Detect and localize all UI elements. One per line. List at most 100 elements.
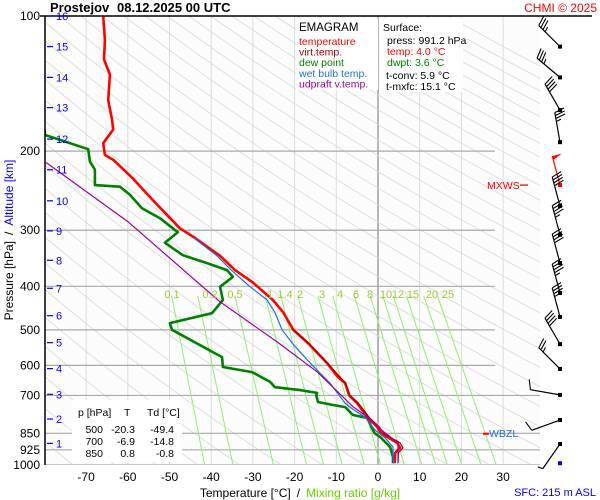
table-cell: 850: [85, 448, 103, 460]
y-axis-label-altitude: Altitude [km]: [2, 160, 16, 226]
legend-item: dew point: [299, 57, 344, 69]
x-tick-label: -50: [161, 470, 179, 484]
series-virt-temp: [292, 329, 404, 464]
surface-title: Surface:: [383, 22, 422, 34]
table-cell: 500: [85, 424, 103, 436]
barb-station-dot: [558, 183, 562, 188]
mixing-ratio-line: [392, 295, 448, 465]
barb-full: [553, 176, 563, 184]
surface-temp: temp: 4.0 °C: [387, 46, 446, 58]
barb-station-dot: [558, 442, 562, 447]
barb-half: [554, 293, 560, 298]
altitude-tick-label: 10: [56, 196, 68, 208]
barb-full: [552, 174, 563, 181]
mixing-ratio-label: 0.1: [164, 289, 179, 301]
pressure-tick-label: 925: [20, 443, 40, 457]
mixing-ratio-line: [297, 295, 343, 465]
barb-staff: [554, 112, 561, 143]
table-cell: -49.4: [150, 424, 174, 436]
barb-full: [553, 205, 563, 213]
pressure-tick-label: 500: [20, 323, 40, 337]
table-cell: 0.8: [120, 448, 135, 460]
altitude-tick-label: 6: [56, 311, 62, 323]
x-tick-label: 0: [375, 470, 382, 484]
dry-adiabat: [145, 16, 540, 263]
barb-full: [551, 282, 562, 289]
barb-full: [528, 379, 532, 390]
surface-tconv: t-conv: 5.9 °C: [386, 70, 450, 82]
dry-adiabat: [45, 40, 540, 368]
barb-full: [554, 236, 564, 244]
x-axis-label-mixing-ratio: Mixing ratio [g/kg]: [306, 486, 400, 500]
surface-tmxfc: t-mxfc: 15.1 °C: [386, 81, 456, 93]
barb-station-dot: [558, 140, 562, 145]
barb-staff: [538, 24, 561, 48]
barb-staff: [544, 317, 561, 345]
x-tick-label: -60: [119, 470, 137, 484]
mixing-ratio-line: [264, 295, 308, 465]
dry-adiabat: [45, 59, 540, 388]
barb-full: [555, 110, 565, 117]
barb-staff: [536, 57, 561, 78]
x-axis-sep: /: [297, 486, 301, 500]
barb-station-dot: [558, 314, 562, 319]
mixing-ratio-line: [382, 295, 437, 465]
pressure-tick-label: 400: [20, 279, 40, 293]
y-axis-title: Pressure [hPa] / Altitude [km]: [2, 160, 16, 321]
barb-full: [540, 18, 547, 28]
table-header-t: T: [124, 407, 131, 419]
altitude-tick-label: 5: [56, 338, 62, 350]
mixing-ratio-label: 1: [267, 289, 273, 301]
barb-half: [555, 272, 561, 277]
mixing-ratio-line: [436, 295, 497, 465]
barb-full: [551, 171, 562, 178]
mixing-ratio-label: 3: [319, 289, 325, 301]
table-header-td: Td [°C]: [147, 407, 180, 419]
mxws-marker: MXWS: [487, 180, 528, 192]
wind-barb: [551, 258, 564, 296]
barb-full: [546, 78, 555, 88]
dry-adiabat: [102, 16, 540, 296]
table-row: 700 -6.9 -14.8: [85, 436, 174, 448]
barb-full: [538, 338, 545, 348]
levels-table: p [hPa] T Td [°C] 500 -20.3 -49.4 700 -6…: [78, 407, 180, 460]
altitude-tick-label: 12: [56, 134, 68, 146]
barb-flag: [552, 153, 562, 160]
wind-barb: [554, 107, 566, 145]
pressure-tick-label: 850: [20, 426, 40, 440]
barb-half: [556, 118, 562, 122]
barb-staff: [551, 263, 561, 294]
altitude-tick-label: 11: [56, 165, 67, 177]
pressure-tick-label: 300: [20, 223, 40, 237]
barb-full: [525, 421, 533, 431]
barb-full: [554, 107, 565, 114]
dry-adiabat: [80, 16, 540, 314]
mixing-ratio-label: 10: [380, 289, 392, 301]
wind-barb: [558, 461, 562, 466]
mixing-ratio-line: [405, 295, 463, 465]
altitude-tick-label: 9: [56, 226, 62, 238]
dry-adiabat: [58, 16, 540, 331]
barb-staff: [530, 389, 561, 396]
barb-station-dot: [558, 44, 562, 49]
sounding-datetime: 08.12.2025 00 UTC: [117, 0, 231, 15]
surface-dewpoint: dwpt: 3.6 °C: [387, 57, 445, 69]
mixing-ratio-label: 1.4: [277, 289, 292, 301]
x-tick-label: 20: [455, 470, 469, 484]
barb-station-dot: [558, 75, 562, 80]
mxws-label: MXWS: [487, 180, 520, 192]
barb-station-dot: [558, 418, 562, 423]
dry-adiabat: [210, 16, 540, 216]
wind-barb: [544, 76, 562, 113]
mixing-ratio-line: [423, 295, 482, 465]
dry-adiabat: [45, 79, 540, 407]
barb-station-dot: [558, 204, 562, 209]
dry-adiabat: [123, 16, 540, 280]
x-tick-label: 10: [413, 470, 427, 484]
wind-barb: [536, 48, 562, 80]
x-tick-label: -70: [77, 470, 95, 484]
barb-full: [541, 52, 547, 63]
barb-staff: [542, 443, 561, 469]
barb-full: [551, 199, 562, 207]
legend-title: EMAGRAM: [299, 22, 358, 34]
